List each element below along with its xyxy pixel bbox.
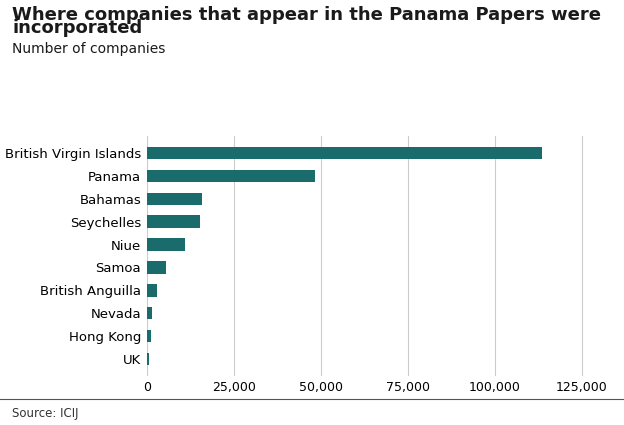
Bar (147, 170, 315, 182)
Bar (147, 261, 166, 274)
Text: B: B (562, 406, 572, 417)
Bar (147, 193, 202, 205)
Bar (147, 215, 200, 228)
Bar (147, 147, 542, 159)
Text: Number of companies: Number of companies (12, 42, 166, 57)
Bar (147, 307, 152, 320)
Bar (147, 284, 157, 297)
Text: Where companies that appear in the Panama Papers were: Where companies that appear in the Panam… (12, 6, 602, 24)
Bar (147, 330, 151, 343)
Bar (147, 238, 185, 251)
Text: Source: ICIJ: Source: ICIJ (12, 407, 79, 420)
Text: C: C (600, 406, 609, 417)
Bar (147, 353, 149, 365)
Text: incorporated: incorporated (12, 19, 143, 37)
Text: B: B (581, 406, 591, 417)
